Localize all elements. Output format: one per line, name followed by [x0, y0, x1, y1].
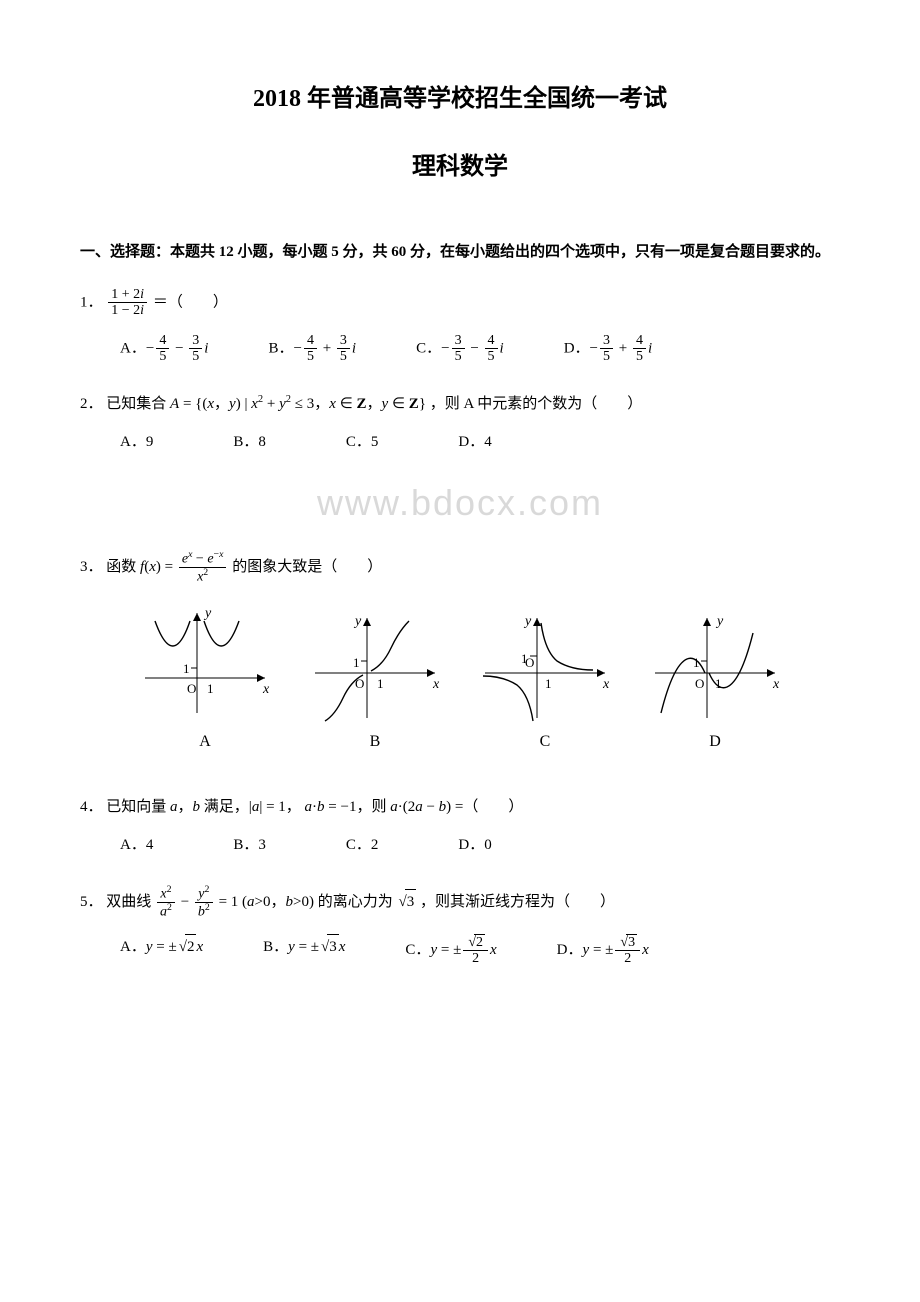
q5-mid: 的离心力为 [318, 894, 397, 910]
q3-graph-c: x y O 1 1 C [475, 603, 615, 755]
q2-number: 2． [80, 396, 103, 412]
q1-blank: ＝（ ） [153, 294, 228, 310]
q2-prefix: 已知集合 [106, 396, 170, 412]
q3-graph-a: x y O 1 1 A [135, 603, 275, 755]
q3-number: 3． [80, 559, 103, 575]
q1-option-d: D．−35 + 45i [564, 333, 652, 365]
svg-text:1: 1 [545, 676, 552, 691]
q2-options: A．9 B．8 C．5 D．4 [120, 430, 840, 454]
q2-option-b: B．8 [233, 430, 266, 454]
q4-number: 4． [80, 799, 103, 815]
svg-text:O: O [695, 676, 704, 691]
svg-text:1: 1 [183, 661, 190, 676]
q1-options: A．−45 − 35i B．−45 + 35i C．−35 − 45i D．−3… [120, 333, 840, 365]
q2-option-a: A．9 [120, 430, 153, 454]
watermark: www.bdocx.com [80, 474, 840, 532]
q1-option-a: A．−45 − 35i [120, 333, 208, 365]
q2-option-c: C．5 [346, 430, 379, 454]
q5-options: A．y = ±2x B．y = ±3x C．y = ±22x D．y = ±32… [120, 934, 840, 967]
question-5: 5． 双曲线 x2 a2 − y2 b2 = 1 (a>0，b>0) 的离心力为… [80, 885, 840, 920]
q3-prefix: 函数 [106, 559, 140, 575]
q3-graphs: x y O 1 1 A x y O 1 1 B [80, 603, 840, 755]
q5-option-c: C．y = ±22x [405, 934, 496, 967]
q5-fraction1: x2 a2 [157, 885, 175, 920]
q4-option-a: A．4 [120, 833, 153, 857]
q3-graph-c-label: C [475, 729, 615, 755]
svg-text:y: y [353, 614, 362, 629]
q4-option-c: C．2 [346, 833, 379, 857]
q5-prefix: 双曲线 [106, 894, 155, 910]
q4-options: A．4 B．3 C．2 D．0 [120, 833, 840, 857]
q4-option-b: B．3 [233, 833, 266, 857]
svg-text:x: x [262, 682, 270, 697]
svg-text:x: x [432, 677, 440, 692]
question-3: 3． 函数 f(x) = ex − e−x x2 的图象大致是（ ） [80, 550, 840, 585]
question-4: 4． 已知向量 a，b 满足，|a| = 1， a·b = −1，则 a·(2a… [80, 795, 840, 819]
page-title-1: 2018 年普通高等学校招生全国统一考试 [80, 80, 840, 118]
q3-graph-b-label: B [305, 729, 445, 755]
svg-text:1: 1 [521, 651, 528, 666]
page-title-2: 理科数学 [80, 148, 840, 186]
svg-text:x: x [602, 677, 610, 692]
q2-suffix: ，则 A 中元素的个数为（ ） [430, 396, 643, 412]
svg-text:y: y [523, 614, 532, 629]
q4-option-d: D．0 [458, 833, 491, 857]
q4-prefix: 已知向量 [106, 799, 170, 815]
svg-text:1: 1 [377, 676, 384, 691]
q3-fraction: ex − e−x x2 [179, 550, 227, 585]
q1-fraction: 1 + 2i 1 − 2i [108, 287, 147, 319]
svg-text:y: y [203, 606, 212, 621]
section-heading: 一、选择题：本题共 12 小题，每小题 5 分，共 60 分，在每小题给出的四个… [80, 237, 840, 267]
q5-option-a: A．y = ±2x [120, 934, 203, 967]
svg-text:x: x [772, 677, 780, 692]
q3-graph-d: x y O 1 1 D [645, 603, 785, 755]
q1-option-c: C．−35 − 45i [416, 333, 504, 365]
q3-graph-b: x y O 1 1 B [305, 603, 445, 755]
q5-suffix: ，则其渐近线方程为（ ） [420, 894, 615, 910]
svg-text:O: O [355, 676, 364, 691]
question-2: 2． 已知集合 A = {(x，y) | x2 + y2 ≤ 3，x ∈ Z，y… [80, 392, 840, 416]
q5-number: 5． [80, 894, 103, 910]
q5-option-b: B．y = ±3x [263, 934, 345, 967]
q2-option-d: D．4 [458, 430, 491, 454]
question-1: 1． 1 + 2i 1 − 2i ＝（ ） [80, 287, 840, 319]
q3-suffix: 的图象大致是（ ） [232, 559, 382, 575]
q5-option-d: D．y = ±32x [557, 934, 649, 967]
q1-option-b: B．−45 + 35i [268, 333, 356, 365]
svg-text:y: y [715, 614, 724, 629]
svg-text:1: 1 [353, 655, 360, 670]
svg-text:1: 1 [207, 681, 214, 696]
q3-graph-a-label: A [135, 729, 275, 755]
q5-fraction2: y2 b2 [195, 885, 213, 920]
q1-number: 1． [80, 294, 103, 310]
svg-text:O: O [187, 681, 196, 696]
q3-graph-d-label: D [645, 729, 785, 755]
q2-set: A [170, 396, 179, 412]
q4-suffix: =（ ） [455, 799, 523, 815]
